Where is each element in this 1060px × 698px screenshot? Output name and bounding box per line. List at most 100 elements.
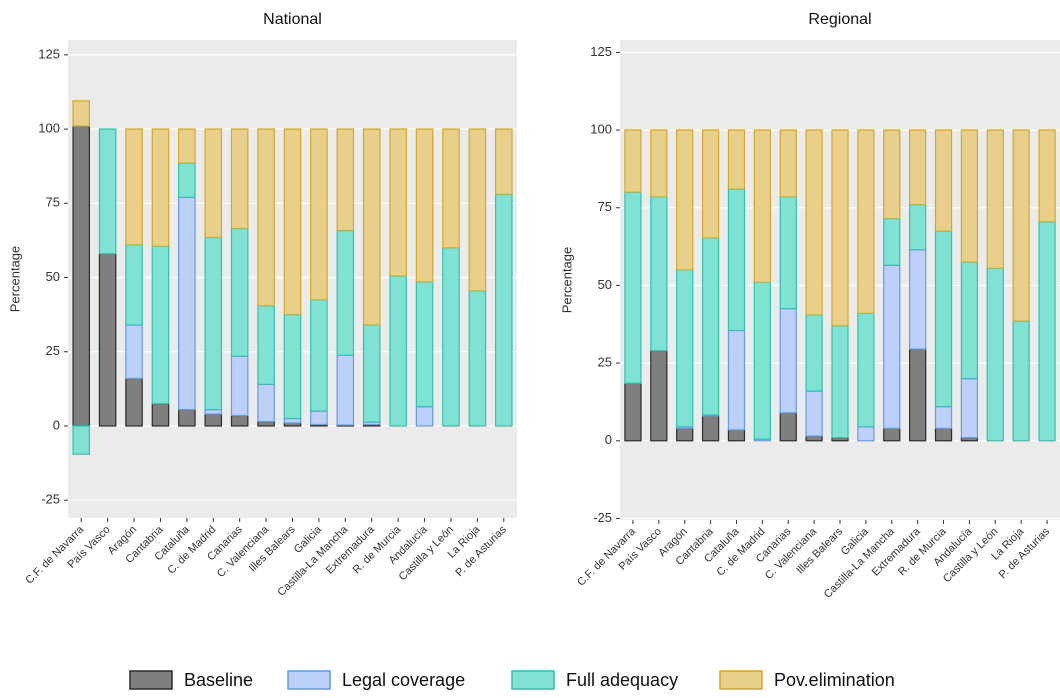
chart-title: National [263,11,322,28]
bar-segment [727,129,746,190]
bar-segment [415,128,434,283]
bar-segment [283,128,302,316]
bar-segment [230,227,249,357]
bar-segment [986,129,1004,269]
bar-segment [310,128,328,301]
bar-segment [805,390,823,437]
bar-segment [909,348,927,442]
bar-segment [151,128,170,247]
bar-segment [151,245,170,405]
y-tick-label: 25 [598,355,612,370]
y-tick-label: 75 [598,199,612,214]
bar-segment [257,420,275,427]
y-tick-label: 100 [38,121,60,136]
y-tick-label: 125 [590,44,612,59]
bar-segment [857,426,875,442]
bar-segment [178,128,196,164]
bar-segment [934,129,953,232]
bar-segment [72,425,90,455]
bar-segment [883,218,901,266]
bar-segment [98,253,117,427]
bar-segment [857,129,875,314]
y-tick-label: 0 [605,432,612,447]
bar-segment [125,324,143,380]
bar-segment [178,162,196,198]
bar-segment [415,406,434,427]
bar-segment [624,191,642,384]
bar-segment [676,129,694,271]
y-tick-label: 50 [598,277,612,292]
bar-segment [727,429,746,442]
bar-segment [934,406,953,429]
bar-segment [98,128,117,255]
legend-label: Pov.elimination [774,670,895,690]
legend-swatch [287,670,331,690]
bar-segment [857,312,875,428]
bar-segment [779,196,797,310]
legend-label: Legal coverage [342,670,465,690]
bar-segment [1038,221,1056,442]
y-axis-label: Percentage [7,246,22,313]
legend-swatch [719,670,763,690]
bar-segment [909,249,927,350]
bar-segment [650,350,668,442]
bar-segment [831,325,849,439]
legend-swatch [511,670,555,690]
y-axis-label: Percentage [559,247,574,314]
bar-segment [727,329,746,431]
bar-segment [468,128,487,292]
chart-title: Regional [808,11,871,28]
bar-segment [72,125,90,427]
bar-segment [960,129,979,263]
bar-segment [676,269,694,428]
bar-segment [676,427,694,442]
bar-segment [883,129,901,220]
bar-segment [389,128,407,277]
bar-segment [1012,320,1030,442]
bar-segment [468,290,487,427]
bar-segment [960,378,979,439]
bar-segment [336,354,355,426]
bar-segment [650,196,668,352]
bar-segment [362,324,381,423]
bar-segment [125,244,143,326]
bar-segment [779,129,797,198]
bar-segment [310,410,328,426]
bar-segment [624,129,642,193]
bar-segment [934,230,953,408]
bar-segment [909,204,927,251]
bar-segment [125,128,143,246]
bar-segment [701,237,720,416]
bar-segment [727,188,746,332]
y-tick-label: 50 [46,269,60,284]
bar-segment [805,314,823,392]
bar-segment [883,427,901,442]
y-tick-label: 75 [46,195,60,210]
y-tick-label: 100 [590,122,612,137]
bar-segment [336,128,355,232]
bar-segment [257,383,275,423]
bar-segment [805,435,823,442]
bar-segment [230,355,249,417]
bar-segment [230,128,249,230]
bar-segment [442,247,460,427]
bar-segment [125,377,143,427]
bar-segment [779,308,797,414]
bar-segment [1038,129,1056,223]
bar-segment [204,236,223,411]
y-tick-label: 125 [38,46,60,61]
bar-segment [883,264,901,429]
bar-segment [495,193,513,427]
y-tick-label: 0 [53,417,60,432]
bar-segment [986,267,1004,442]
y-tick-label: 25 [46,343,60,358]
legend-label: Baseline [184,670,253,690]
bar-segment [336,230,355,356]
legend-swatch [129,670,173,690]
bar-segment [934,427,953,442]
bar-segment [151,403,170,427]
bar-segment [230,414,249,427]
bar-segment [805,129,823,316]
legend-label: Full adequacy [566,670,678,690]
